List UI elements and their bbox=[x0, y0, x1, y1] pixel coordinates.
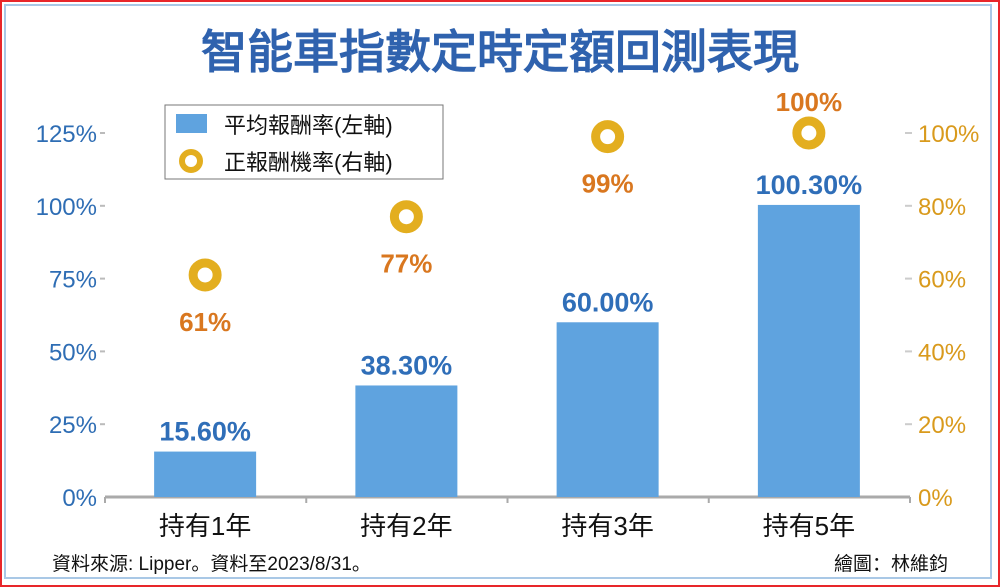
left-tick-label: 0% bbox=[62, 485, 97, 512]
probability-point bbox=[792, 116, 826, 150]
credit: 繪圖：林維鈞 bbox=[834, 553, 948, 575]
inner-border bbox=[4, 4, 992, 579]
bar-value-label: 15.60% bbox=[159, 417, 251, 447]
right-tick-label: 40% bbox=[918, 339, 966, 366]
probability-point bbox=[188, 258, 222, 292]
bar-value-label: 38.30% bbox=[361, 350, 453, 380]
legend: 平均報酬率(左軸) 正報酬機率(右軸) bbox=[164, 104, 444, 180]
right-tick-label: 100% bbox=[918, 121, 979, 148]
bar bbox=[757, 204, 860, 498]
category-label: 持有3年 bbox=[561, 511, 653, 541]
left-tick-label: 75% bbox=[49, 267, 97, 294]
right-tick-label: 20% bbox=[918, 412, 966, 439]
left-tick-label: 125% bbox=[36, 121, 97, 148]
bar bbox=[154, 451, 257, 497]
source-note: 資料來源: Lipper。資料至2023/8/31。 bbox=[52, 553, 371, 575]
bar-value-label: 100.30% bbox=[756, 170, 863, 200]
right-tick-label: 0% bbox=[918, 485, 953, 512]
probability-point bbox=[591, 120, 625, 154]
right-tick-label: 60% bbox=[918, 267, 966, 294]
category-label: 持有2年 bbox=[360, 511, 452, 541]
probability-label: 100% bbox=[776, 87, 843, 117]
legend-bar-swatch bbox=[176, 114, 207, 133]
probability-label: 61% bbox=[179, 307, 231, 337]
chart-title: 智能車指數定時定額回測表現 bbox=[201, 26, 799, 78]
category-label: 持有1年 bbox=[159, 511, 251, 541]
left-tick-label: 50% bbox=[49, 339, 97, 366]
legend-circle-swatch bbox=[179, 149, 203, 173]
probability-label: 99% bbox=[582, 169, 634, 199]
bar bbox=[556, 322, 659, 497]
bar bbox=[355, 385, 458, 497]
probability-point bbox=[389, 200, 423, 234]
category-label: 持有5年 bbox=[763, 511, 855, 541]
probability-label: 77% bbox=[380, 249, 432, 279]
right-tick-label: 80% bbox=[918, 194, 966, 221]
left-tick-label: 25% bbox=[49, 412, 97, 439]
left-tick-label: 100% bbox=[36, 194, 97, 221]
legend-label-positive-prob: 正報酬機率(右軸) bbox=[224, 150, 393, 175]
legend-label-avg-return: 平均報酬率(左軸) bbox=[224, 113, 393, 138]
bar-value-label: 60.00% bbox=[562, 287, 654, 317]
